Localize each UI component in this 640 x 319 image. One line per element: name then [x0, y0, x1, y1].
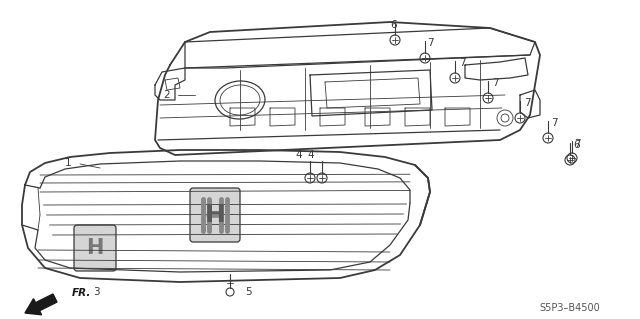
Text: 1: 1 — [65, 158, 71, 168]
Text: 5: 5 — [244, 287, 252, 297]
Text: 6: 6 — [390, 20, 397, 30]
Text: 2: 2 — [164, 90, 170, 100]
Text: 4: 4 — [296, 150, 302, 160]
Text: 7: 7 — [524, 98, 531, 108]
Text: 4: 4 — [308, 150, 314, 160]
Text: H: H — [205, 203, 225, 227]
FancyBboxPatch shape — [74, 225, 116, 271]
Text: 7: 7 — [573, 139, 580, 149]
Text: 3: 3 — [93, 287, 99, 297]
Text: 7: 7 — [492, 78, 499, 88]
Text: S5P3–B4500: S5P3–B4500 — [540, 303, 600, 313]
FancyBboxPatch shape — [190, 188, 240, 242]
Text: 6: 6 — [573, 140, 580, 150]
Text: 7: 7 — [550, 118, 557, 128]
Text: H: H — [86, 238, 104, 258]
FancyArrow shape — [25, 294, 57, 315]
Text: 7: 7 — [459, 58, 465, 68]
Text: 7: 7 — [427, 38, 433, 48]
Text: FR.: FR. — [72, 288, 92, 298]
